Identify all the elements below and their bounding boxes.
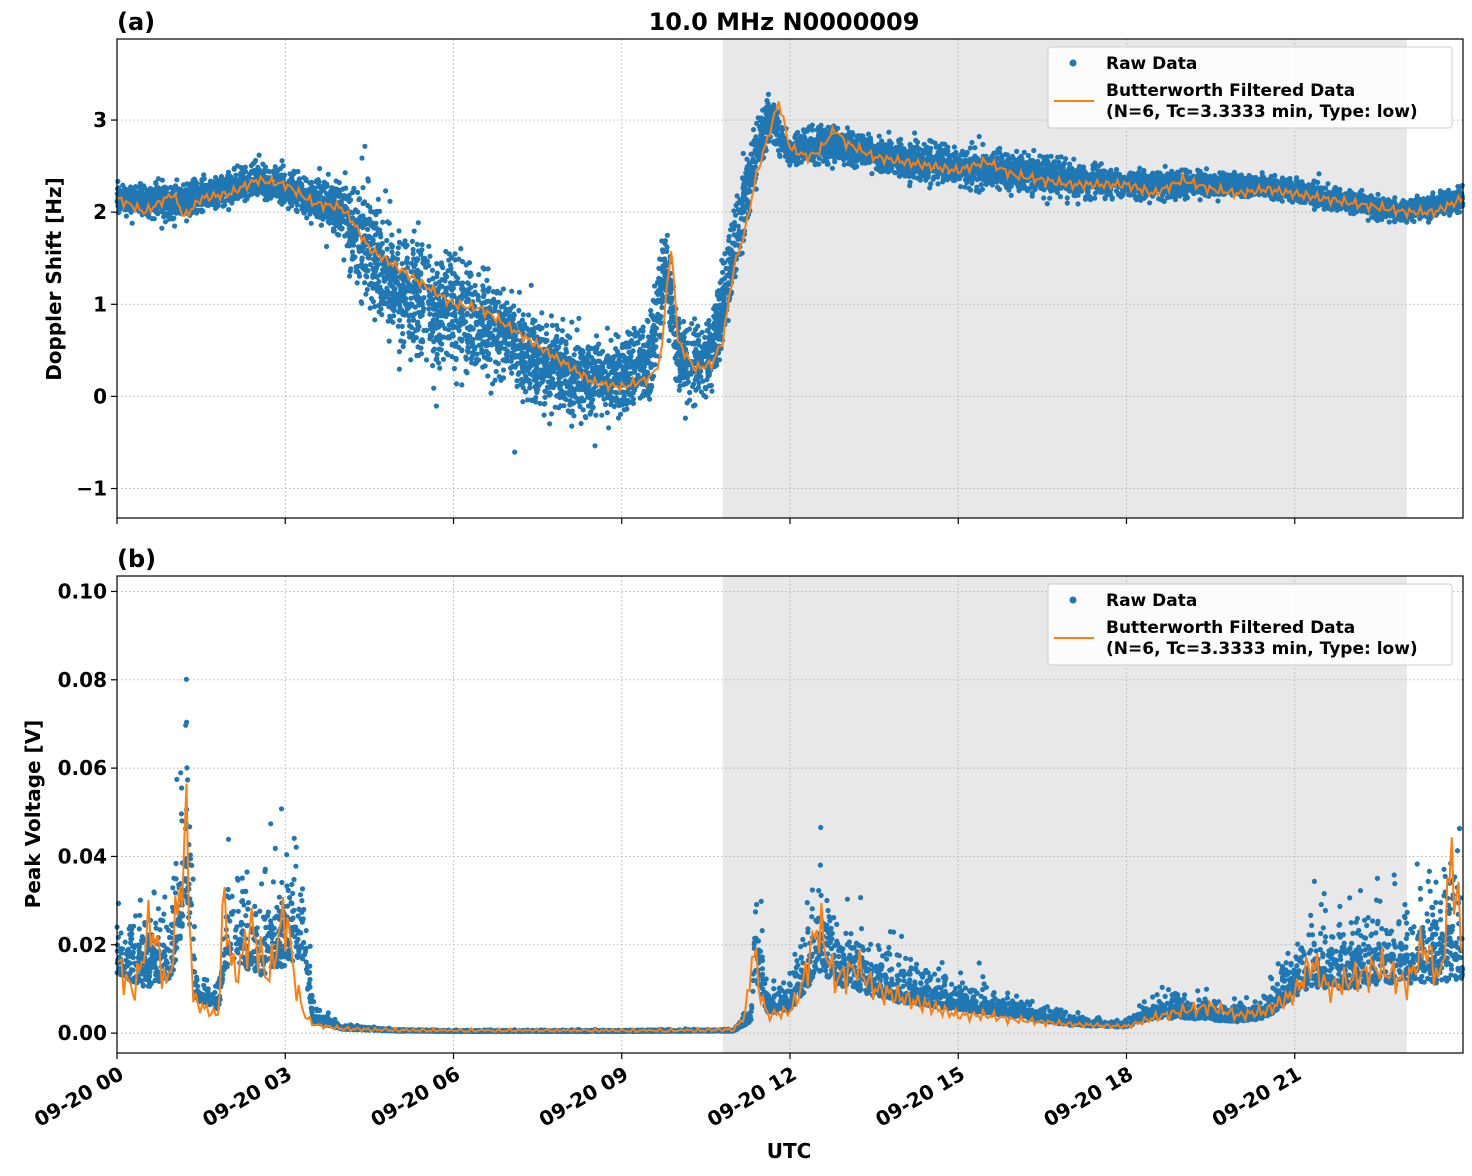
filtered-data-line <box>116 783 1464 1034</box>
legend-filtered-params: (N=6, Tc=3.3333 min, Type: low) <box>1106 639 1418 659</box>
filtered-data-line <box>116 101 1464 395</box>
y-tick-label: 0.04 <box>58 844 107 868</box>
y-tick-label: 0.02 <box>58 933 107 957</box>
legend-raw-label: Raw Data <box>1106 591 1197 611</box>
x-tick-label: 09-20 18 <box>1039 1061 1137 1131</box>
chart-title: 10.0 MHz N0000009 <box>649 8 920 36</box>
legend-raw-marker <box>1069 596 1077 604</box>
x-tick-label: 09-20 06 <box>366 1061 464 1131</box>
y-tick-label: 0.10 <box>58 579 107 603</box>
y-axis-label-a: Doppler Shift [Hz] <box>42 177 66 381</box>
y-tick-label: 2 <box>93 200 107 224</box>
y-tick-label: 0.00 <box>58 1021 107 1045</box>
panel-a-label: (a) <box>117 8 155 36</box>
panel-a-doppler: −1 0 1 2 3 (a) 10.0 MHz N0000009 Doppler Shi… <box>42 8 1466 524</box>
y-tick-label: 0 <box>93 384 107 408</box>
legend-b: Raw Data Butterworth Filtered Data (N=6,… <box>1047 583 1453 666</box>
x-axis-label: UTC <box>767 1139 812 1163</box>
y-tick-label: 0.08 <box>58 668 107 692</box>
legend-raw-label: Raw Data <box>1106 54 1197 74</box>
x-tick-label: 09-20 21 <box>1208 1061 1306 1131</box>
y-tick-label: 0.06 <box>58 756 107 780</box>
legend-filtered-label: Butterworth Filtered Data <box>1106 81 1355 101</box>
filtered-line-a <box>116 101 1464 395</box>
x-tick-label: 09-20 03 <box>198 1061 296 1131</box>
y-tick-label: 3 <box>93 108 107 132</box>
y-tick-label: −1 <box>76 477 107 501</box>
legend-filtered-label: Butterworth Filtered Data <box>1106 618 1355 638</box>
legend-filtered-params: (N=6, Tc=3.3333 min, Type: low) <box>1106 102 1418 122</box>
filtered-line-b <box>116 783 1464 1034</box>
x-tick-label: 09-20 12 <box>703 1061 801 1131</box>
y-tick-label: 1 <box>93 292 107 316</box>
x-tick-label: 09-20 15 <box>871 1061 969 1131</box>
y-axis-label-b: Peak Voltage [V] <box>21 720 45 909</box>
legend-raw-marker <box>1069 59 1077 67</box>
panel-b-voltage: 0.00 0.02 0.04 0.06 0.08 0.10 09-20 00 09-20 0… <box>21 545 1466 1163</box>
x-tick-label: 09-20 00 <box>30 1061 128 1131</box>
x-tick-label: 09-20 09 <box>535 1061 633 1131</box>
legend-a: Raw Data Butterworth Filtered Data (N=6,… <box>1047 46 1453 129</box>
panel-b-label: (b) <box>117 545 156 573</box>
